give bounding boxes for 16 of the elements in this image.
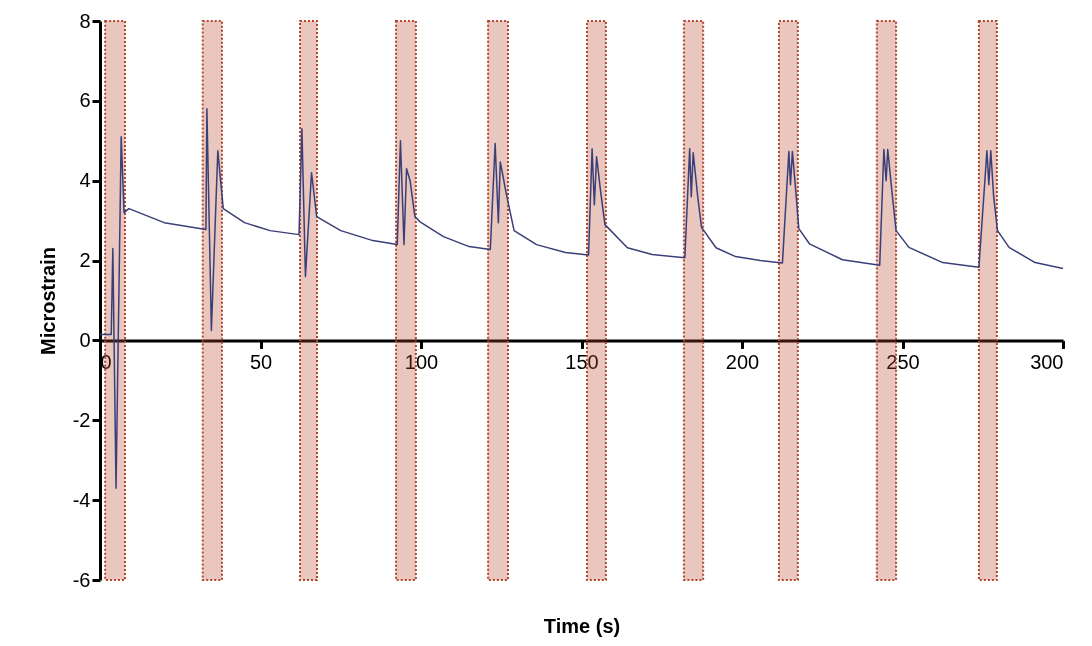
y-axis-title: Microstrain xyxy=(36,247,59,355)
x-tick-label: 150 xyxy=(565,350,599,373)
y-tick-label: -6 xyxy=(72,568,91,591)
y-tick-label: 2 xyxy=(79,249,91,272)
y-tick-label: 8 xyxy=(79,9,91,32)
x-tick-label: 250 xyxy=(886,350,920,373)
y-tick-label: 6 xyxy=(79,89,91,112)
x-axis-title: Time (s) xyxy=(543,614,621,637)
y-tick-label: -4 xyxy=(72,488,91,511)
x-tick-label: 300 xyxy=(1030,350,1064,373)
x-tick-label: 100 xyxy=(404,350,439,373)
y-tick-label: -2 xyxy=(72,408,91,431)
y-tick-label: 4 xyxy=(79,169,91,192)
x-tick-label: 50 xyxy=(249,350,273,373)
x-tick-label: 200 xyxy=(725,350,760,373)
y-tick-label: 0 xyxy=(79,328,91,351)
